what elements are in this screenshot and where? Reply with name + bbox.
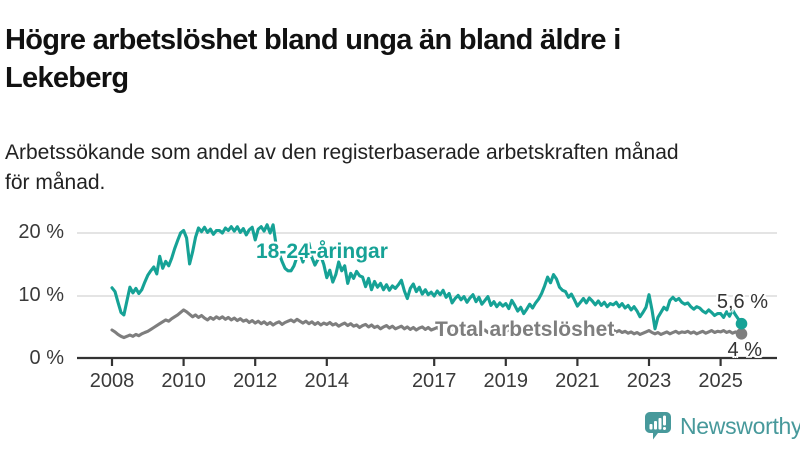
series-label-total-arbetsloshet: Total arbetslöshet: [435, 318, 615, 341]
chart-subtitle: Arbetssökande som andel av den registerb…: [5, 138, 679, 198]
chart-subtitle-line2: för månad.: [5, 171, 106, 194]
series-line: [110, 308, 744, 340]
newsworthy-bar-chart-speech-bubble-icon: [645, 412, 671, 440]
x-tick-label: 2014: [304, 370, 350, 392]
x-tick-label: 2025: [698, 370, 743, 392]
series-end-dot: [735, 317, 748, 330]
y-tick-label: 10 %: [18, 284, 64, 306]
chart-title-line2: Lekeberg: [5, 62, 129, 95]
end-value-label-total: 4 %: [727, 339, 762, 361]
chart-title: Högre arbetslöshet bland unga än bland ä…: [5, 21, 621, 97]
x-tick-label: 2008: [89, 370, 135, 392]
x-tick-label: 2019: [483, 370, 529, 392]
y-tick-label: 20 %: [18, 221, 64, 243]
newsworthy-logo[interactable]: Newsworthy: [644, 411, 800, 441]
x-tick-label: 2012: [232, 370, 278, 392]
chart-subtitle-line1: Arbetssökande som andel av den registerb…: [5, 141, 679, 164]
series-line: [110, 223, 744, 331]
x-tick-label: 2021: [555, 370, 600, 392]
x-tick-label: 2023: [626, 370, 672, 392]
newsworthy-logo-text: Newsworthy: [680, 412, 800, 439]
series-label-18-24-aringar: 18-24-åringar: [256, 240, 388, 263]
chart-title-line1: Högre arbetslöshet bland unga än bland ä…: [5, 24, 621, 57]
x-tick-label: 2010: [161, 370, 206, 392]
y-tick-label: 0 %: [29, 347, 64, 369]
end-value-label-18-24: 5,6 %: [716, 291, 768, 313]
x-tick-label: 2017: [411, 370, 457, 392]
series-end-dot: [735, 328, 748, 340]
